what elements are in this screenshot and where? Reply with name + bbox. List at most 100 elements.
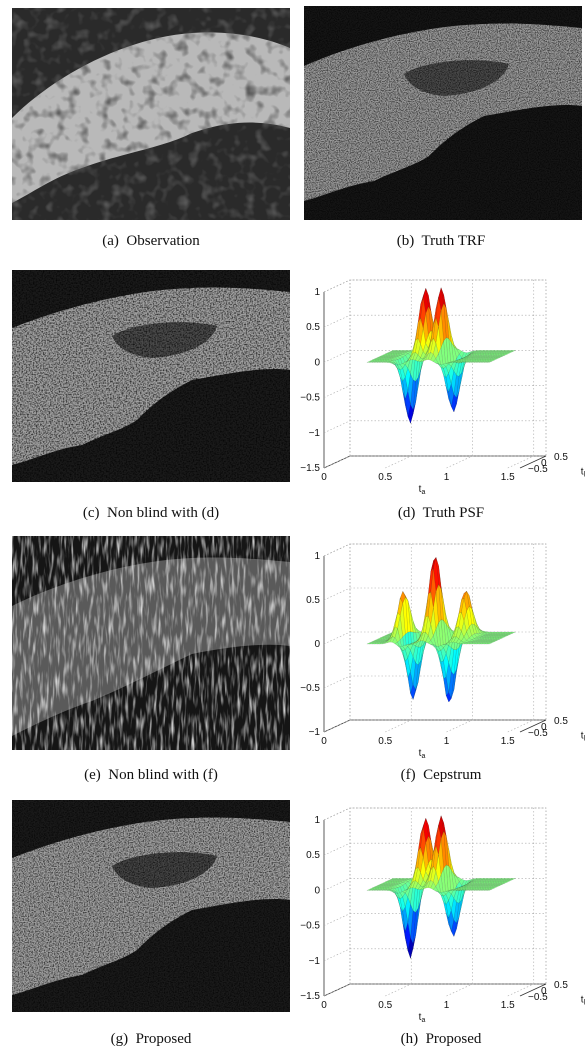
truth-trf-image: [304, 6, 582, 220]
z-tick-label: 0.5: [306, 850, 320, 861]
caption-f-label: (f): [400, 767, 416, 783]
caption-h-text: Proposed: [425, 1031, 482, 1047]
caption-e-label: (e): [84, 767, 101, 783]
x-gridline: [385, 455, 412, 469]
z-tick-label: −1: [309, 428, 321, 439]
x-tick-label: 1: [444, 736, 450, 747]
x-gridline: [507, 455, 534, 469]
z-gridline: [323, 279, 351, 293]
surface-patch: [486, 361, 493, 363]
caption-a-text: Observation: [126, 233, 200, 249]
nonblind-d-image: [12, 270, 290, 482]
nonblind-d-texture: [12, 270, 290, 482]
x-gridline: [385, 719, 412, 733]
z-tick-label: 1: [314, 287, 320, 298]
caption-g-text: Proposed: [135, 1031, 192, 1047]
proposed-trf-image: [12, 800, 290, 1012]
y-axis-label-sub: l: [584, 471, 586, 478]
plot-gridlines: [323, 279, 547, 469]
caption-e: (e) Non blind with (f): [6, 766, 296, 784]
z-tick-label: −1: [309, 956, 321, 967]
x-gridline: [323, 983, 351, 997]
caption-a: (a) Observation: [6, 232, 296, 250]
y-axis-label: tl: [581, 730, 586, 742]
nonblind-f-texture: [12, 536, 290, 750]
truth-trf-texture: [304, 6, 582, 220]
z-gridline: [323, 631, 351, 645]
x-gridline: [507, 719, 534, 733]
x-tick-label: 0.5: [378, 736, 392, 747]
x-gridline: [323, 719, 351, 733]
caption-c-label: (c): [82, 505, 100, 521]
x-tick-label: 0: [321, 736, 327, 747]
x-axis-label-sub: a: [421, 753, 425, 760]
y-axis-label: tl: [581, 466, 586, 478]
y-tick-label: −0.5: [528, 728, 548, 739]
x-axis-label: ta: [419, 1012, 426, 1024]
caption-b: (b) Truth TRF: [296, 232, 586, 250]
caption-h-label: (h): [400, 1031, 419, 1047]
z-gridline: [323, 587, 351, 601]
x-tick-label: 0.5: [378, 472, 392, 483]
caption-d-label: (d): [397, 505, 416, 521]
z-tick-label: −1: [309, 727, 321, 738]
caption-f-text: Cepstrum: [423, 767, 482, 783]
z-gridline: [323, 948, 351, 962]
nonblind-f-image: [12, 536, 290, 750]
x-gridline: [446, 455, 473, 469]
y-axis-label-sub: l: [584, 735, 586, 742]
y-tick-label: −0.5: [528, 464, 548, 475]
caption-c-text: Non blind with (d): [107, 505, 220, 521]
x-axis-label: ta: [419, 484, 426, 496]
x-tick-label: 0: [321, 1000, 327, 1011]
plot-gridlines: [323, 807, 547, 997]
z-tick-label: 0: [314, 639, 320, 650]
x-gridline: [446, 719, 473, 733]
y-axis-label-sub: l: [584, 999, 586, 1006]
z-tick-label: 0: [314, 357, 320, 368]
z-gridline: [323, 913, 351, 926]
x-tick-label: 1: [444, 472, 450, 483]
z-tick-label: −1.5: [300, 991, 320, 1002]
truth-psf-plot: 1 0.5 0 −0.5 −1 −1.5 0 0.5 1 1.5 −0.5 0 0.5 ta tl: [296, 270, 586, 500]
y-tick-label: 0.5: [554, 980, 568, 991]
z-tick-label: 0.5: [306, 322, 320, 333]
floor-box: [323, 983, 547, 997]
caption-e-text: Non blind with (f): [108, 767, 218, 783]
z-tick-label: −0.5: [300, 393, 320, 404]
y-tick-label: 0: [541, 722, 547, 733]
z-tick-label: −0.5: [300, 683, 320, 694]
z-tick-label: 0.5: [306, 595, 320, 606]
x-tick-label: 1: [444, 1000, 450, 1011]
surface-mesh: [366, 287, 516, 424]
caption-b-label: (b): [396, 233, 415, 249]
surface-mesh: [366, 557, 516, 703]
caption-h: (h) Proposed: [296, 1030, 586, 1048]
caption-d-text: Truth PSF: [422, 505, 485, 521]
x-tick-label: 0: [321, 472, 327, 483]
z-tick-label: 1: [314, 815, 320, 826]
caption-f: (f) Cepstrum: [296, 766, 586, 784]
x-gridline: [446, 983, 473, 997]
caption-g: (g) Proposed: [6, 1030, 296, 1048]
z-tick-label: 0: [314, 885, 320, 896]
z-gridline: [323, 385, 351, 398]
x-tick-label: 0.5: [378, 1000, 392, 1011]
surface-mesh: [366, 815, 516, 959]
surface-patch: [486, 642, 493, 645]
z-tick-label: −0.5: [300, 921, 320, 932]
caption-c: (c) Non blind with (d): [6, 504, 296, 522]
caption-g-label: (g): [110, 1031, 129, 1047]
caption-d: (d) Truth PSF: [296, 504, 586, 522]
y-tick-label: 0: [541, 458, 547, 469]
cepstrum-plot: 1 0.5 0 −0.5 −1 0 0.5 1 1.5 −0.5 0 0.5 ta tl: [296, 534, 586, 764]
x-axis-label-sub: a: [421, 1017, 425, 1024]
y-axis-label: tl: [581, 994, 586, 1006]
floor-box: [323, 455, 547, 469]
z-gridline: [323, 420, 351, 434]
z-gridline: [323, 543, 351, 557]
x-axis-label: ta: [419, 748, 426, 760]
y-tick-label: 0: [541, 986, 547, 997]
caption-a-label: (a): [102, 233, 119, 249]
x-gridline: [385, 983, 412, 997]
